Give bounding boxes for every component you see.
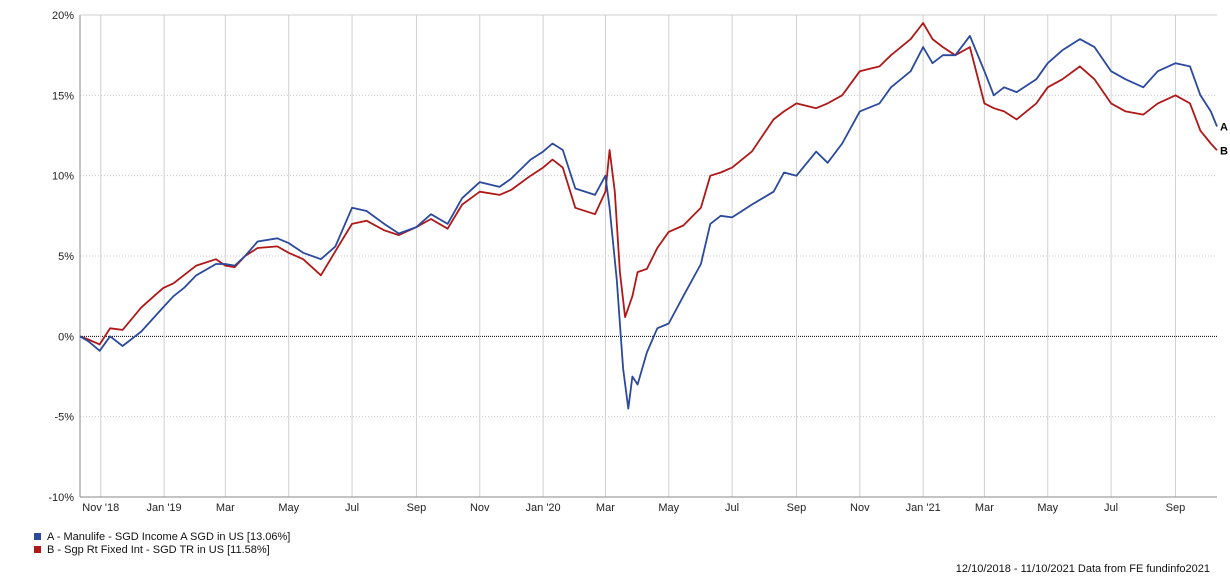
x-tick-label: Sep	[1166, 502, 1186, 514]
y-tick-label: 0%	[58, 331, 74, 343]
end-label-b: B	[1220, 145, 1228, 157]
series-layer	[79, 22, 1218, 410]
y-tick-label: 10%	[52, 171, 74, 183]
label-layer: 20% 15% 10% 5% 0% -5% -10% Nov '18 Jan '19 Mar May…	[48, 10, 1228, 514]
y-tick-label: 15%	[52, 90, 74, 102]
legend-item-b: B - Sgp Rt Fixed Int - SGD TR in US [11.…	[34, 543, 290, 556]
series-line-b	[79, 22, 1218, 346]
x-tick-label: Mar	[975, 502, 994, 514]
legend-label-a: A - Manulife - SGD Income A SGD in US [1…	[47, 530, 291, 543]
chart-legend: A - Manulife - SGD Income A SGD in US [1…	[34, 530, 290, 556]
grid-layer	[79, 14, 1217, 498]
x-tick-label: Jul	[345, 502, 359, 514]
y-tick-label: -10%	[48, 492, 74, 504]
x-tick-label: Jan '21	[906, 502, 941, 514]
x-tick-label: Sep	[407, 502, 427, 514]
y-tick-label: 20%	[52, 10, 74, 22]
x-tick-label: May	[658, 502, 679, 514]
x-tick-label: Jan '19	[147, 502, 182, 514]
x-tick-label: Jan '20	[526, 502, 561, 514]
x-tick-label: Sep	[787, 502, 807, 514]
legend-swatch-a	[34, 533, 41, 540]
x-tick-label: Mar	[216, 502, 235, 514]
series-line-a	[79, 35, 1218, 410]
x-tick-label: May	[1037, 502, 1058, 514]
data-source-footer: 12/10/2018 - 11/10/2021 Data from FE fun…	[955, 563, 1210, 575]
end-label-a: A	[1220, 122, 1228, 134]
legend-item-a: A - Manulife - SGD Income A SGD in US [1…	[34, 530, 290, 543]
x-tick-label: Nov	[850, 502, 870, 514]
x-tick-label: Jul	[1104, 502, 1118, 514]
x-tick-label: Nov	[470, 502, 490, 514]
legend-swatch-b	[34, 546, 41, 553]
x-tick-label: Nov '18	[82, 502, 119, 514]
x-tick-label: May	[278, 502, 299, 514]
legend-label-b: B - Sgp Rt Fixed Int - SGD TR in US [11.…	[47, 543, 270, 556]
x-tick-label: Mar	[596, 502, 615, 514]
y-tick-label: 5%	[58, 251, 74, 263]
x-tick-label: Jul	[725, 502, 739, 514]
y-tick-label: -5%	[54, 412, 74, 424]
